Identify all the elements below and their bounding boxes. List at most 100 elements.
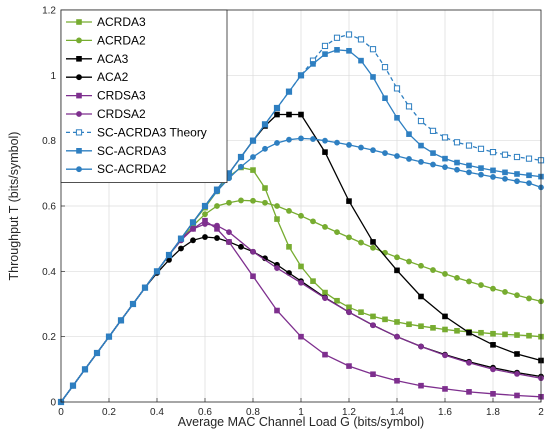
data-point-acrda2 xyxy=(442,271,448,277)
data-point-aca3 xyxy=(418,293,424,300)
data-point-crdsa2 xyxy=(250,248,256,255)
data-point-sc-acrda2 xyxy=(166,252,172,258)
x-tick-label: 0 xyxy=(58,407,64,418)
data-point-acrda2 xyxy=(214,203,220,209)
x-tick-label: 0.6 xyxy=(198,407,212,418)
data-point-sc-acrda3-theory xyxy=(417,117,425,125)
data-point-crdsa3 xyxy=(322,351,328,358)
y-tick-label: 0.6 xyxy=(42,202,56,213)
data-point-crdsa2 xyxy=(226,229,232,236)
x-tick-label: 0.4 xyxy=(150,407,164,418)
data-point-aca3 xyxy=(442,313,448,320)
data-point-sc-acrda3 xyxy=(526,172,532,179)
data-point-acrda2 xyxy=(286,207,292,214)
data-point-crdsa2 xyxy=(202,221,208,227)
x-tick-label: 1.2 xyxy=(342,407,356,418)
data-point-acrda3 xyxy=(394,319,400,325)
data-point-aca2 xyxy=(202,234,208,240)
data-point-sc-acrda2 xyxy=(190,219,196,226)
data-point-sc-acrda3-theory xyxy=(525,155,533,162)
data-point-acrda2 xyxy=(262,199,268,206)
data-point-acrda2 xyxy=(322,224,328,230)
data-point-sc-acrda2 xyxy=(430,161,436,168)
data-point-acrda2 xyxy=(514,292,520,299)
data-point-aca2 xyxy=(214,235,220,241)
data-point-sc-acrda2 xyxy=(406,156,412,162)
data-point-sc-acrda3-theory xyxy=(333,34,341,41)
data-point-sc-acrda2 xyxy=(154,268,160,275)
data-point-sc-acrda3-theory xyxy=(381,64,389,71)
legend-entry-aca2: ACA2 xyxy=(66,70,129,84)
data-point-aca3 xyxy=(514,351,520,357)
data-point-sc-acrda2 xyxy=(274,140,280,146)
data-point-acrda3 xyxy=(334,297,340,304)
y-axis-label: Throughput T (bits/symbol) xyxy=(7,132,21,281)
data-point-acrda2 xyxy=(526,295,532,302)
legend-box xyxy=(60,9,228,184)
data-point-sc-acrda3 xyxy=(418,142,424,149)
data-point-crdsa3 xyxy=(466,389,472,395)
data-point-sc-acrda3 xyxy=(502,169,508,176)
legend-entry-sc-acrda2: SC-ACRDA2 xyxy=(66,162,167,176)
data-point-acrda2 xyxy=(250,197,256,204)
data-point-acrda2 xyxy=(490,285,496,292)
data-point-sc-acrda3 xyxy=(262,121,268,128)
legend-label: ACA3 xyxy=(97,52,129,66)
data-point-aca3 xyxy=(466,329,472,336)
data-point-aca3 xyxy=(370,239,376,245)
data-point-acrda3 xyxy=(358,309,364,315)
data-point-acrda2 xyxy=(334,229,340,236)
data-point-sc-acrda3 xyxy=(286,88,292,95)
data-point-sc-acrda3 xyxy=(358,57,364,64)
data-point-acrda2 xyxy=(478,282,484,288)
data-point-aca2 xyxy=(238,243,244,250)
data-point-sc-acrda2 xyxy=(70,382,76,389)
data-point-sc-acrda2 xyxy=(358,144,364,151)
data-point-aca2 xyxy=(178,245,184,252)
data-point-sc-acrda3 xyxy=(406,131,412,137)
data-point-sc-acrda2 xyxy=(394,153,400,159)
data-point-acrda3 xyxy=(418,323,424,330)
data-point-sc-acrda2 xyxy=(322,137,328,144)
data-point-sc-acrda2 xyxy=(106,333,112,340)
data-point-crdsa2 xyxy=(298,279,304,286)
legend-marker xyxy=(75,129,83,136)
data-point-sc-acrda3-theory xyxy=(393,85,401,92)
data-point-sc-acrda2 xyxy=(286,136,292,143)
data-point-crdsa2 xyxy=(442,352,448,359)
data-point-sc-acrda3-theory xyxy=(489,149,497,156)
data-point-acrda2 xyxy=(406,258,412,265)
data-point-sc-acrda2 xyxy=(418,158,424,165)
data-point-sc-acrda2 xyxy=(490,174,496,180)
data-point-crdsa3 xyxy=(418,382,424,389)
data-point-acrda2 xyxy=(370,244,376,251)
x-tick-label: 1.8 xyxy=(486,407,500,418)
data-point-sc-acrda2 xyxy=(382,150,388,156)
data-point-crdsa3 xyxy=(226,239,232,245)
data-point-sc-acrda3-theory xyxy=(321,42,329,50)
data-point-sc-acrda3 xyxy=(442,155,448,162)
data-point-aca3 xyxy=(274,111,280,118)
data-point-sc-acrda3 xyxy=(274,105,280,111)
data-point-crdsa3 xyxy=(514,392,520,399)
y-tick-label: 0 xyxy=(50,398,56,409)
legend-label: CRDSA3 xyxy=(97,89,146,103)
data-point-sc-acrda3-theory xyxy=(477,145,485,152)
legend-label: SC-ACRDA2 xyxy=(97,162,167,176)
data-point-sc-acrda2 xyxy=(466,169,472,176)
data-point-acrda3 xyxy=(310,278,316,284)
legend-label: SC-ACRDA3 xyxy=(97,144,167,158)
data-point-sc-acrda3-theory xyxy=(465,142,473,149)
data-point-acrda3 xyxy=(502,331,508,338)
data-point-crdsa2 xyxy=(466,359,472,366)
data-point-crdsa2 xyxy=(274,265,280,271)
legend-label: ACRDA3 xyxy=(97,15,146,29)
data-point-crdsa2 xyxy=(370,322,376,329)
data-point-crdsa3 xyxy=(490,391,496,397)
data-point-sc-acrda3 xyxy=(490,167,496,174)
legend-entry-sc-acrda3: SC-ACRDA3 xyxy=(66,144,167,158)
data-point-sc-acrda3 xyxy=(454,159,460,166)
data-point-sc-acrda3 xyxy=(346,48,352,54)
data-point-sc-acrda3 xyxy=(250,137,256,144)
